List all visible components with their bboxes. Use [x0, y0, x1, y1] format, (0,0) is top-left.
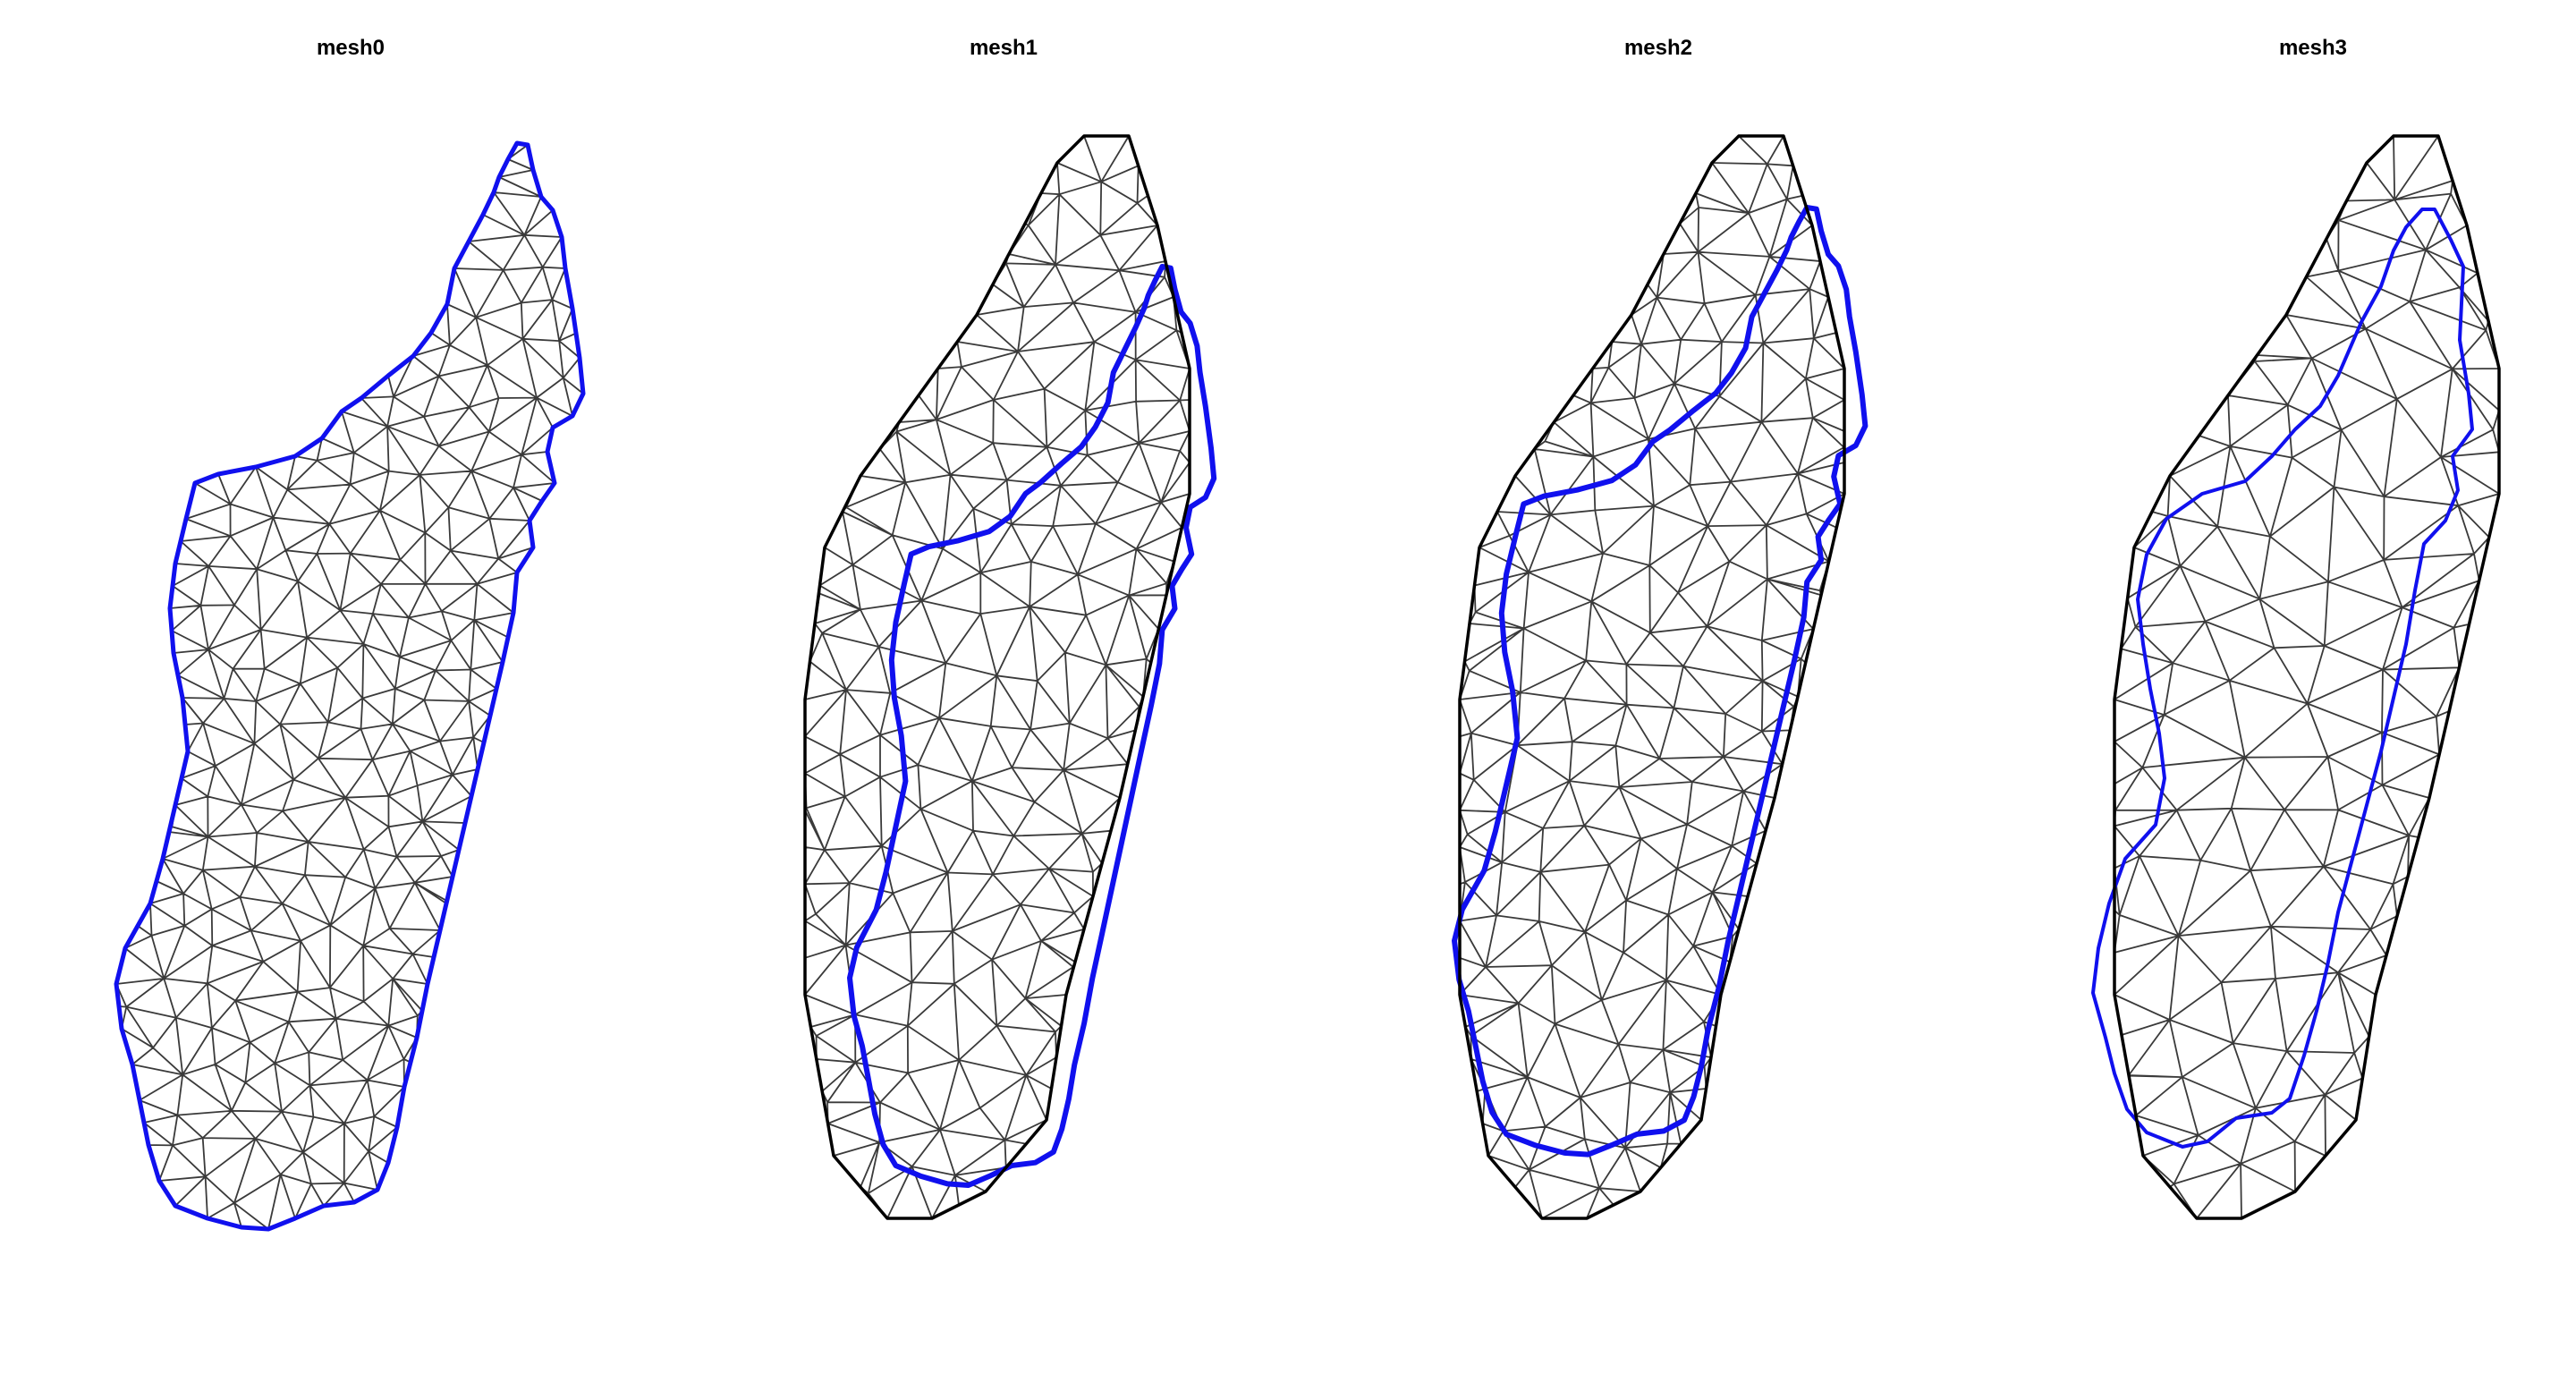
panel-mesh0: mesh0	[114, 36, 586, 1232]
panel-title: mesh3	[2279, 36, 2347, 60]
panel-title: mesh1	[970, 36, 1038, 60]
panel-title: mesh0	[317, 36, 385, 60]
mesh-triangles	[115, 142, 584, 1230]
mesh-triangles	[2114, 135, 2500, 1219]
outer-boundary	[1458, 134, 1846, 1220]
panel-mesh2: mesh2	[1452, 36, 1868, 1220]
outer-boundary	[2113, 134, 2501, 1220]
coastline-outline	[2091, 208, 2474, 1149]
panel-mesh1: mesh1	[803, 36, 1217, 1220]
coastline-outline	[847, 264, 1217, 1188]
coastline-outline	[1452, 205, 1868, 1158]
panel-mesh3: mesh3	[2091, 36, 2501, 1220]
panel-title: mesh2	[1624, 36, 1692, 60]
outer-boundary	[803, 134, 1191, 1220]
coastline-outline	[114, 140, 586, 1232]
mesh-triangles	[1459, 135, 1845, 1219]
